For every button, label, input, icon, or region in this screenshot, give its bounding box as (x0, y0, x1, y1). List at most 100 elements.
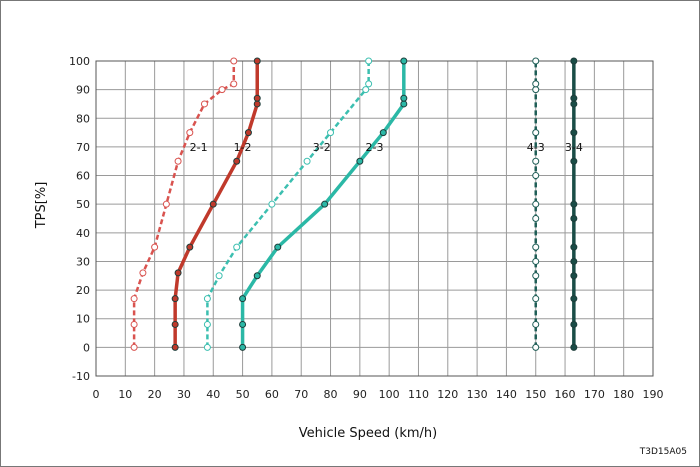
data-point (130, 320, 138, 328)
y-tick-label: 50 (76, 198, 90, 211)
data-point (171, 295, 179, 303)
data-point (239, 295, 247, 303)
data-point (532, 320, 540, 328)
data-point (532, 80, 540, 88)
x-tick-labels: 0 10 20 30 40 50 60 70 80 90 100 110 120 130 140 150 160… (93, 388, 664, 401)
y-tick-label: 40 (76, 227, 90, 240)
x-tick-label: 120 (437, 388, 458, 401)
series-label-2-3: 2-3 (366, 141, 384, 154)
data-point (532, 272, 540, 280)
series-label-3-2: 3-2 (313, 141, 331, 154)
data-point (203, 343, 211, 351)
data-point (139, 269, 147, 277)
series-lines (130, 57, 578, 351)
data-point (400, 94, 408, 102)
data-point (570, 320, 578, 328)
data-point (570, 215, 578, 222)
data-point (209, 200, 217, 208)
x-tick-label: 170 (584, 388, 605, 401)
data-point (362, 86, 370, 94)
x-tick-label: 160 (555, 388, 576, 401)
data-point (233, 157, 241, 165)
y-tick-label: -10 (72, 370, 90, 383)
data-point (400, 57, 408, 65)
data-point (532, 295, 540, 303)
data-point (321, 200, 329, 208)
x-tick-label: 70 (294, 388, 308, 401)
series-1-2 (171, 57, 261, 351)
y-tick-label: 0 (83, 341, 90, 354)
data-point (570, 94, 578, 102)
data-point (532, 343, 540, 351)
x-tick-label: 90 (353, 388, 367, 401)
data-point (303, 157, 311, 165)
series-3-4 (570, 57, 578, 351)
series-labels: 2-1 1-2 3-2 2-3 4-3 3-4 (190, 141, 583, 154)
data-point (253, 100, 261, 108)
data-point (532, 86, 540, 94)
data-point (130, 295, 138, 303)
y-tick-label: 90 (76, 84, 90, 97)
data-point (327, 129, 335, 137)
data-point (532, 57, 540, 65)
series-label-2-1: 2-1 (190, 141, 208, 154)
x-tick-label: 130 (467, 388, 488, 401)
x-tick-label: 10 (118, 388, 132, 401)
data-point (532, 243, 540, 251)
data-point (570, 200, 578, 208)
x-tick-label: 190 (643, 388, 664, 401)
data-point (215, 272, 223, 280)
data-point (570, 157, 578, 165)
data-point (532, 129, 540, 137)
data-point (230, 80, 238, 88)
y-tick-label: 20 (76, 284, 90, 297)
series-4-3 (532, 57, 540, 351)
y-tick-label: 70 (76, 141, 90, 154)
data-point (570, 57, 578, 65)
x-tick-label: 50 (236, 388, 250, 401)
x-axis-label: Vehicle Speed (km/h) (299, 426, 437, 441)
data-point (174, 269, 182, 277)
data-point (186, 129, 194, 137)
y-tick-label: 100 (69, 55, 90, 68)
data-point (570, 343, 578, 351)
series-3-2 (203, 57, 373, 351)
data-point (186, 243, 194, 251)
x-tick-label: 80 (324, 388, 338, 401)
data-point (532, 157, 540, 165)
x-tick-label: 40 (206, 388, 220, 401)
data-point (253, 272, 261, 280)
x-tick-label: 110 (408, 388, 429, 401)
series-label-3-4: 3-4 (565, 141, 583, 154)
data-point (171, 343, 179, 351)
data-point (379, 129, 387, 137)
data-point (400, 100, 408, 108)
figure-code: T3D15A05 (639, 447, 687, 457)
data-point (268, 200, 276, 208)
data-point (253, 57, 261, 65)
data-point (130, 343, 138, 351)
x-tick-label: 0 (93, 388, 100, 401)
data-point (274, 243, 282, 251)
grid (95, 60, 654, 377)
x-tick-label: 180 (613, 388, 634, 401)
data-point (162, 200, 170, 208)
data-point (532, 200, 540, 208)
data-point (532, 172, 540, 180)
data-point (203, 320, 211, 328)
x-tick-label: 30 (177, 388, 191, 401)
data-point (239, 320, 247, 328)
data-point (200, 100, 208, 108)
series-label-1-2: 1-2 (234, 141, 252, 154)
data-point (230, 57, 238, 65)
data-point (570, 100, 578, 108)
x-tick-label: 150 (525, 388, 546, 401)
data-point (244, 129, 252, 137)
data-point (239, 343, 247, 351)
data-point (570, 243, 578, 251)
data-point (365, 80, 373, 88)
data-point (532, 257, 540, 265)
data-point (253, 94, 261, 102)
data-point (570, 295, 578, 303)
